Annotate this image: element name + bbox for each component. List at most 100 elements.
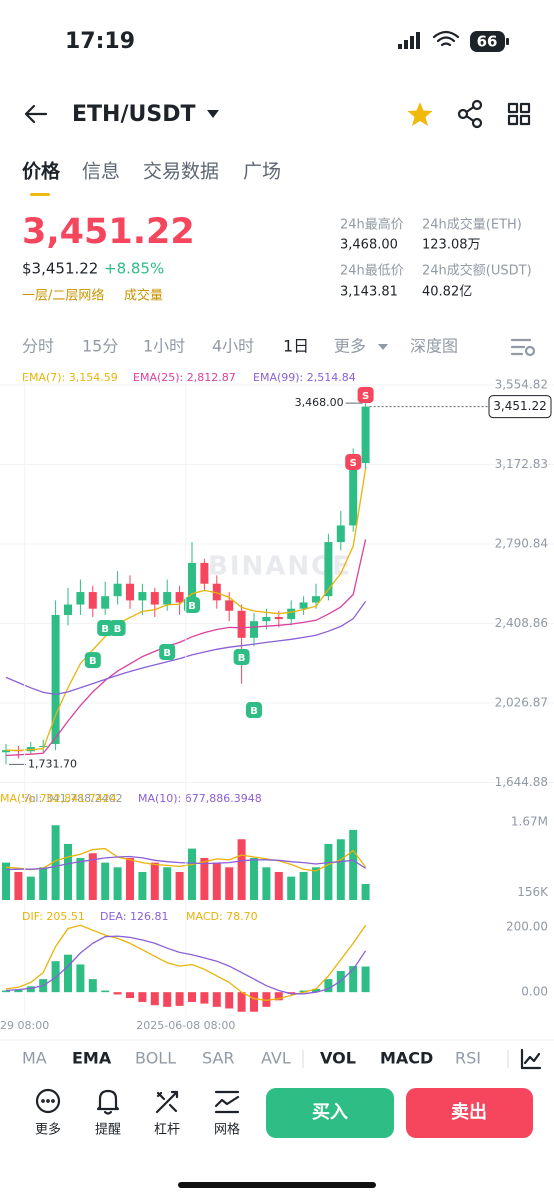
volume-bar: [299, 871, 308, 901]
tab[interactable]: 交易数据: [143, 161, 219, 183]
indicator-settings[interactable]: [520, 1048, 542, 1070]
candle-body: [51, 614, 60, 744]
interval[interactable]: 分时: [22, 337, 54, 356]
candle-body: [2, 750, 10, 753]
share-button[interactable]: [457, 99, 483, 129]
interval-more[interactable]: 更多: [334, 337, 366, 356]
pair-title[interactable]: ETH/USDT: [72, 102, 195, 127]
stat-value: 123.08万: [422, 238, 481, 253]
action-label[interactable]: 网格: [214, 1122, 240, 1138]
macd-bar: [88, 979, 97, 993]
volume-label: Vol: 341,788.2402: [22, 792, 123, 805]
trade-marker-label: B: [89, 656, 97, 667]
indicator[interactable]: BOLL: [135, 1049, 176, 1068]
macd-bar: [250, 992, 258, 1012]
back-button[interactable]: [24, 104, 48, 124]
sell-button[interactable]: [406, 1088, 533, 1138]
macd-bar: [76, 964, 85, 993]
volume-bar: [287, 876, 296, 901]
tab-active[interactable]: 价格: [22, 160, 61, 183]
macd-bar: [349, 966, 358, 993]
macd-bar: [101, 990, 110, 993]
volume-bar: [26, 876, 35, 901]
indicator[interactable]: MA: [22, 1049, 47, 1068]
margin-icon[interactable]: [155, 1090, 179, 1114]
more-icon[interactable]: [35, 1088, 61, 1114]
candle-body: [150, 592, 159, 605]
grid-bot-icon[interactable]: [214, 1090, 240, 1114]
interval[interactable]: 15分: [82, 337, 118, 356]
action-label[interactable]: 杠杆: [154, 1122, 180, 1138]
alert-icon[interactable]: [96, 1089, 120, 1115]
volume-bar: [64, 843, 72, 901]
macd-bar: [287, 992, 296, 994]
volume-bar: [126, 857, 134, 901]
macd-bar: [274, 992, 283, 1001]
macd-bar: [138, 992, 147, 1002]
macd-line: [5, 935, 367, 995]
candle-body: [237, 610, 246, 638]
indicator[interactable]: SAR: [202, 1049, 235, 1068]
candle-body: [113, 583, 122, 597]
annotation-label: 1,731.70: [28, 757, 77, 770]
macd-line: [5, 924, 367, 1001]
interval-active[interactable]: 1日: [283, 337, 309, 356]
buy-label[interactable]: 买入: [312, 1102, 348, 1123]
volume-bar: [138, 871, 147, 901]
volume-bar: [188, 848, 196, 901]
volume-bar: [14, 871, 23, 901]
chart-settings[interactable]: [510, 338, 536, 357]
menu-grid[interactable]: [507, 102, 531, 126]
indicator-active[interactable]: EMA: [72, 1049, 112, 1068]
trade-marker: [246, 702, 262, 719]
trade-marker: [84, 652, 101, 669]
legend-entry: EMA(25): 2,812.87: [133, 371, 236, 384]
macd-bar: [225, 992, 234, 1009]
trade-marker-label: B: [163, 648, 171, 659]
macd-bar: [26, 986, 35, 993]
volume-bar: [88, 853, 97, 901]
legend-entry: MA(10): 677,886.3948: [138, 792, 262, 805]
battery-level: 66: [477, 33, 498, 51]
macd-bar: [361, 966, 370, 993]
favorite-star[interactable]: [407, 102, 433, 126]
trade-marker-label: B: [238, 653, 246, 664]
tag[interactable]: 一层/二层网络: [22, 288, 104, 304]
trade-marker: [233, 648, 250, 665]
volume-bar: [39, 867, 48, 901]
tab[interactable]: 信息: [82, 161, 120, 183]
y-tick-label: 0.00: [521, 985, 548, 999]
candle-body: [287, 608, 296, 620]
volume-bar: [250, 857, 258, 901]
interval[interactable]: 1小时: [143, 337, 185, 356]
action-label[interactable]: 更多: [35, 1122, 61, 1138]
candle-body: [163, 592, 172, 605]
indicator[interactable]: RSI: [455, 1049, 481, 1068]
volume-bar: [150, 862, 159, 901]
signal: [398, 32, 420, 49]
buy-button[interactable]: [266, 1088, 394, 1138]
trade-marker: [159, 643, 176, 660]
pair-dropdown[interactable]: [207, 110, 219, 118]
candle-body: [262, 617, 271, 622]
interval[interactable]: 4小时: [212, 337, 254, 356]
y-tick-label: 2,026.87: [495, 695, 548, 709]
macd-bar: [237, 992, 246, 1012]
indicator-active[interactable]: VOL: [320, 1049, 356, 1068]
macd-bar: [200, 992, 209, 1004]
tag[interactable]: 成交量: [124, 288, 163, 304]
trade-marker-label: B: [114, 624, 122, 635]
candle-body: [212, 583, 221, 601]
indicator[interactable]: AVL: [261, 1049, 291, 1068]
candle-body: [138, 592, 147, 601]
volume-bar: [225, 867, 234, 901]
indicator-active[interactable]: MACD: [380, 1049, 433, 1068]
stat-label: 24h最低价: [340, 264, 404, 279]
tab[interactable]: 广场: [243, 161, 281, 183]
depth-tab[interactable]: 深度图: [410, 337, 458, 356]
candle-body: [336, 525, 345, 543]
macd-bar: [2, 990, 10, 993]
macd-bar: [262, 992, 271, 1007]
action-label[interactable]: 提醒: [95, 1122, 121, 1138]
sell-label[interactable]: 卖出: [451, 1101, 487, 1123]
